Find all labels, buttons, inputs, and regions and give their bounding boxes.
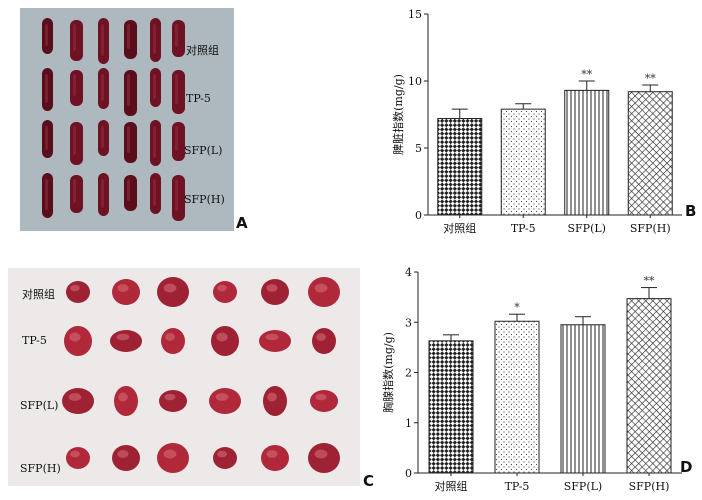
category-label: TP-5 — [505, 480, 530, 493]
thymus-specimen — [213, 447, 237, 469]
photo-a-row-label-tp5: TP-5 — [186, 92, 211, 105]
spleen-specimen — [124, 70, 137, 116]
photo-c-row-label-sfp-h: SFP(H) — [20, 462, 61, 475]
spleen-specimen — [172, 70, 185, 114]
thymus-specimen — [261, 445, 289, 471]
y-tick-label: 4 — [405, 266, 412, 279]
y-tick-label: 10 — [408, 75, 422, 88]
spleen-specimen — [124, 122, 137, 163]
y-tick-label: 5 — [415, 142, 422, 155]
thymus-specimen — [308, 443, 340, 473]
panel-letter-c: C — [363, 472, 375, 490]
y-tick-label: 2 — [405, 367, 412, 380]
thymus-index-chart: 0 1 2 3 4 胸腺指数(mg/g) 对照组 * TP-5 SFP(L) ** SFP(H) — [381, 266, 682, 493]
thymus-specimen — [157, 443, 189, 473]
bar — [500, 108, 546, 216]
thymus-specimens — [62, 277, 340, 473]
panel-letter-d: D — [680, 458, 693, 476]
thymus-specimen — [310, 390, 338, 412]
spleen-specimen — [70, 20, 83, 61]
spleen-index-chart: 0 5 10 15 脾脏指数(mg/g) 对照组 TP-5 ** SFP(L) ** SFP(H) — [391, 8, 682, 235]
significance-marker: ** — [581, 68, 593, 81]
thymus-specimen — [66, 281, 90, 303]
category-label: SFP(H) — [630, 222, 671, 235]
photo-a-row-label-control: 对照组 — [186, 44, 219, 57]
spleen-specimen — [70, 175, 83, 213]
significance-marker: ** — [644, 275, 656, 288]
category-label: SFP(L) — [568, 222, 606, 235]
y-tick-label: 1 — [405, 417, 412, 430]
bar — [564, 89, 610, 216]
category-label: TP-5 — [511, 222, 536, 235]
photo-c-row-label-control: 对照组 — [22, 288, 55, 301]
spleen-specimen — [172, 20, 185, 57]
thymus-specimen — [62, 388, 94, 414]
y-tick-label: 15 — [408, 8, 422, 21]
bar — [626, 298, 672, 474]
thymus-specimen — [110, 330, 142, 352]
thymus-specimen — [112, 445, 140, 471]
bar — [560, 324, 606, 474]
thymus-specimen — [308, 277, 340, 307]
photo-a-row-label-sfp-h: SFP(H) — [184, 193, 225, 206]
spleen-specimen — [70, 122, 83, 165]
y-tick-label: 3 — [405, 316, 412, 329]
thymus-specimen — [312, 328, 336, 354]
thymus-specimen — [209, 388, 241, 414]
thymus-specimen — [157, 277, 189, 307]
thymus-specimen — [213, 281, 237, 303]
spleen-specimen — [70, 70, 83, 106]
bar — [494, 320, 540, 474]
significance-marker: * — [514, 301, 520, 314]
spleen-specimen — [124, 175, 137, 211]
thymus-specimen — [261, 279, 289, 305]
thymus-photo — [8, 268, 360, 486]
thymus-specimen — [159, 390, 187, 412]
thymus-specimen — [64, 326, 92, 356]
panel-letter-a: A — [236, 214, 248, 232]
thymus-specimen — [66, 447, 90, 469]
spleen-photo — [20, 8, 234, 231]
thymus-specimen — [211, 326, 239, 356]
y-tick-label: 0 — [405, 467, 412, 480]
spleen-specimens — [42, 18, 185, 221]
thymus-specimen — [263, 386, 287, 416]
bar — [428, 340, 474, 474]
photo-a-row-label-sfp-l: SFP(L) — [184, 144, 223, 157]
bar — [437, 118, 483, 216]
thymus-specimen — [114, 386, 138, 416]
photo-c-row-label-tp5: TP-5 — [22, 334, 47, 347]
thymus-specimen — [161, 328, 185, 354]
bar — [627, 91, 673, 216]
category-label: SFP(L) — [564, 480, 602, 493]
y-axis-label: 脾脏指数(mg/g) — [391, 74, 405, 155]
thymus-specimen — [112, 279, 140, 305]
y-tick-label: 0 — [415, 209, 422, 222]
category-label: 对照组 — [435, 479, 468, 493]
category-label: 对照组 — [443, 221, 476, 235]
significance-marker: ** — [645, 72, 657, 85]
spleen-specimen — [124, 20, 137, 59]
y-axis-label: 胸腺指数(mg/g) — [381, 332, 395, 413]
photo-c-row-label-sfp-l: SFP(L) — [20, 399, 59, 412]
thymus-specimen — [259, 330, 291, 352]
panel-letter-b: B — [685, 202, 697, 220]
category-label: SFP(H) — [629, 480, 670, 493]
